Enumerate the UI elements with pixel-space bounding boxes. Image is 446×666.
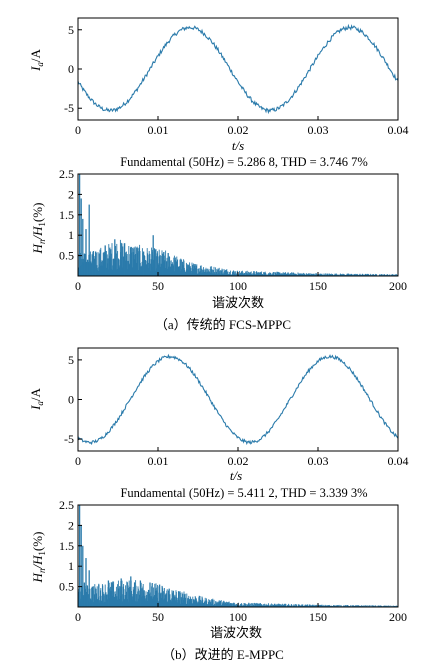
y-tick-label: 1 <box>68 228 74 242</box>
x-tick-label: 50 <box>152 279 164 293</box>
panel-b-spectrum: 0 50 100 150 200 2.5 2 1.5 1 0.5 Hn/H1(%) 谐波次数 <box>30 498 407 641</box>
x-axis-label: 谐波次数 <box>212 295 264 311</box>
y-tick-label: 1.5 <box>59 539 74 553</box>
current-waveform-line <box>77 353 399 446</box>
current-waveform-line <box>77 23 399 115</box>
y-tick-label: 2.5 <box>59 498 74 512</box>
x-tick-label: 0 <box>75 279 81 293</box>
plot-area <box>77 505 399 607</box>
plot-area <box>77 174 399 276</box>
x-tick-label: 200 <box>389 279 407 293</box>
x-tick-label: 0.04 <box>388 123 409 137</box>
x-tick-label: 0 <box>75 454 81 468</box>
tick-group: 0 50 100 150 200 2.5 2 1.5 1 0.5 <box>59 498 407 624</box>
x-tick-label: 100 <box>229 610 247 624</box>
annotation-fundamental-thd-a: Fundamental (50Hz) = 5.286 8, THD = 3.74… <box>120 155 368 169</box>
y-tick-label: 2 <box>68 187 74 201</box>
x-tick-label: 0 <box>75 123 81 137</box>
y-tick-label: 5 <box>68 353 74 367</box>
x-tick-label: 200 <box>389 610 407 624</box>
x-tick-label: 50 <box>152 610 164 624</box>
plot-area <box>77 353 399 446</box>
panel-a-spectrum: 0 50 100 150 200 2.5 2 1.5 1 0.5 Hn/H1(%) 谐波次数 <box>30 167 407 311</box>
x-tick-label: 0.04 <box>388 454 409 468</box>
x-tick-label: 0.02 <box>228 123 249 137</box>
y-tick-label: 1 <box>68 559 74 573</box>
x-tick-label: 100 <box>229 279 247 293</box>
y-tick-label: 1.5 <box>59 208 74 222</box>
y-axis-label: Hn/H1(%) <box>30 532 47 584</box>
y-axis-label: Hn/H1(%) <box>30 203 47 255</box>
x-tick-label: 0.03 <box>308 123 329 137</box>
x-tick-label: 150 <box>309 610 327 624</box>
y-axis-label: Ia/A <box>28 48 45 71</box>
x-tick-label: 0.03 <box>308 454 329 468</box>
y-axis-label: Ia/A <box>28 387 45 410</box>
x-axis-label: t/s <box>232 138 244 153</box>
x-axis-label: 谐波次数 <box>210 625 262 641</box>
caption-a: （a）传统的 FCS-MPPC <box>155 317 291 332</box>
tick-group: 0 50 100 150 200 2.5 2 1.5 1 0.5 <box>59 167 407 293</box>
y-tick-label: -5 <box>64 432 74 446</box>
y-tick-label: -5 <box>64 101 74 115</box>
y-tick-label: 2 <box>68 518 74 532</box>
y-tick-label: 0.5 <box>59 249 74 263</box>
y-tick-label: 0 <box>68 62 74 76</box>
x-tick-label: 0.02 <box>228 454 249 468</box>
y-tick-label: 5 <box>68 23 74 37</box>
x-tick-label: 0 <box>75 610 81 624</box>
axes-frame <box>77 347 399 452</box>
y-tick-label: 0 <box>68 393 74 407</box>
x-tick-label: 0.01 <box>148 123 169 137</box>
y-tick-label: 0.5 <box>59 580 74 594</box>
annotation-fundamental-thd-b: Fundamental (50Hz) = 5.411 2, THD = 3.33… <box>120 486 367 500</box>
x-tick-label: 0.01 <box>148 454 169 468</box>
y-tick-label: 2.5 <box>59 167 74 181</box>
x-axis-label: t/s <box>230 468 242 483</box>
caption-b: （b）改进的 E-MPPC <box>162 647 284 662</box>
x-tick-label: 150 <box>309 279 327 293</box>
plot-area <box>77 23 399 115</box>
